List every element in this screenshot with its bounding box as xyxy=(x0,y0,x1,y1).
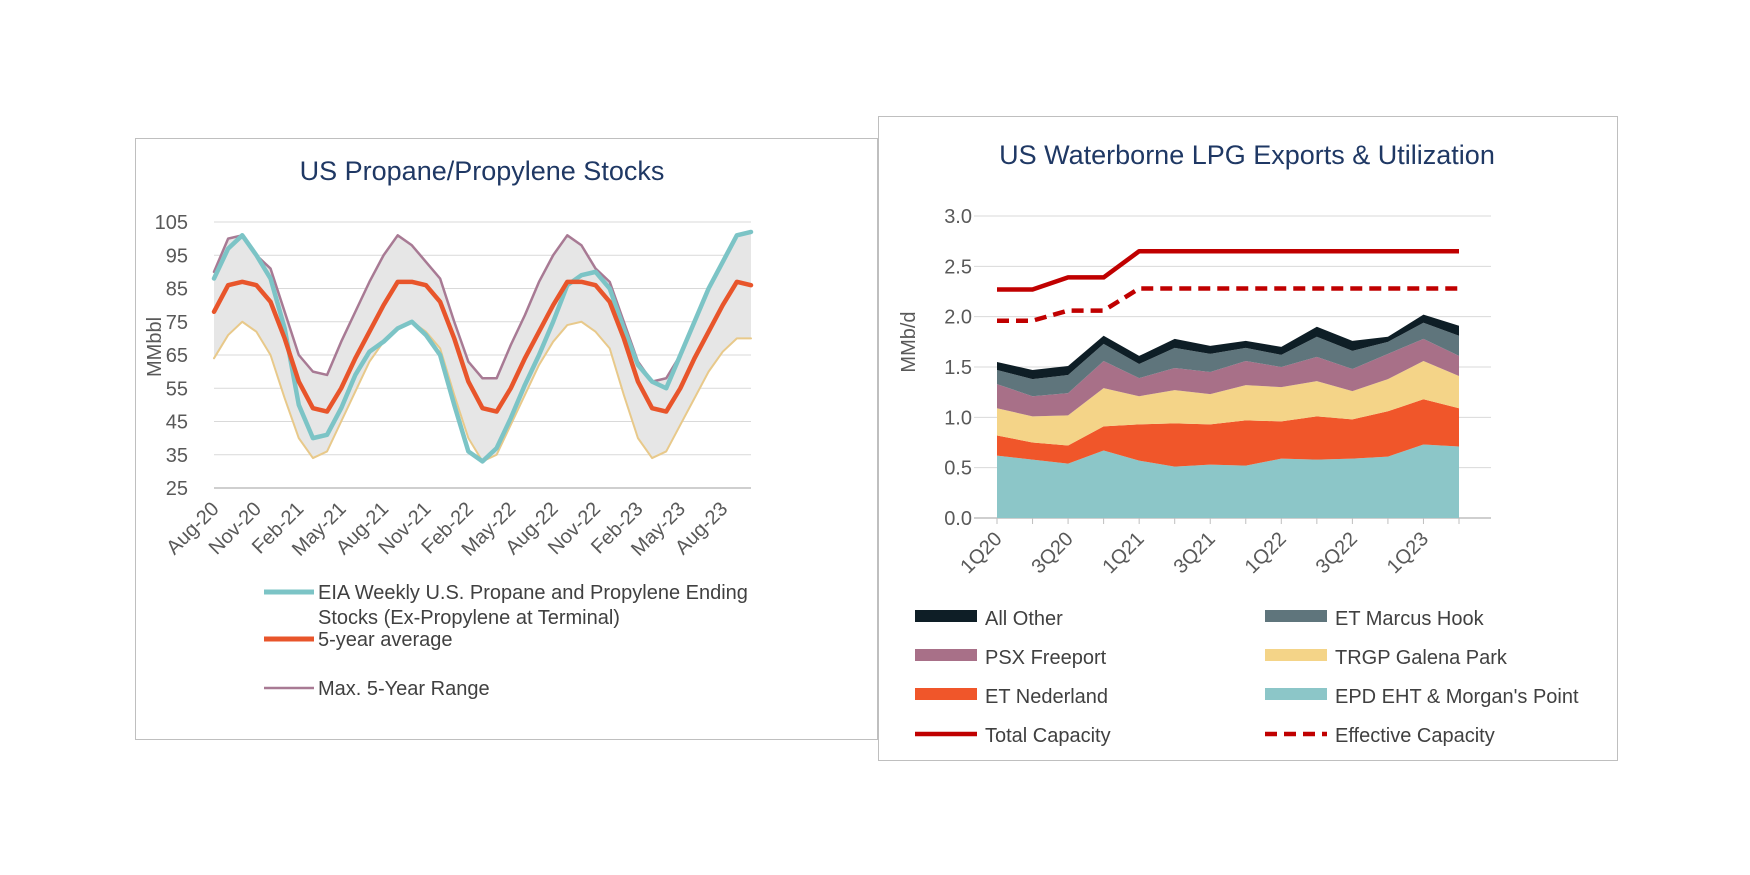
area-all-other xyxy=(997,314,1459,380)
legend-label: Stocks (Ex-Propylene at Terminal) xyxy=(318,607,620,629)
y-tick-label: 1.0 xyxy=(944,407,972,429)
chart-title: US Propane/Propylene Stocks xyxy=(300,156,665,186)
legend-swatch xyxy=(915,649,977,661)
legend-item: ET Marcus Hook xyxy=(1265,608,1485,630)
legend-label: All Other xyxy=(985,608,1063,630)
legend-swatch xyxy=(1265,649,1327,661)
legend-item: ET Nederland xyxy=(915,686,1108,708)
y-tick-label: 65 xyxy=(166,345,188,367)
legend-swatch xyxy=(915,610,977,622)
area-psx-freeport xyxy=(997,338,1459,417)
area-epd xyxy=(997,444,1459,518)
y-tick-label: 1.5 xyxy=(944,357,972,379)
x-tick-label: 1Q23 xyxy=(1383,528,1433,578)
legend-item: 5-year average xyxy=(264,629,453,651)
y-tick-label: 85 xyxy=(166,279,188,301)
x-tick-label: 1Q21 xyxy=(1099,528,1149,578)
effective-capacity-line xyxy=(997,286,1459,323)
y-tick-label: 105 xyxy=(155,212,188,234)
legend-label: 5-year average xyxy=(318,629,453,651)
five-year-average-line xyxy=(211,279,754,414)
y-tick-label: 95 xyxy=(166,245,188,267)
legend-item: EPD EHT & Morgan's Point xyxy=(1265,686,1579,708)
legend-swatch xyxy=(1265,688,1327,700)
propane-stocks-panel: US Propane/Propylene Stocks 105 95 85 75 65 5… xyxy=(135,138,878,740)
legend-label: ET Nederland xyxy=(985,686,1108,708)
five-year-range-fill xyxy=(214,231,751,462)
y-tick-label: 45 xyxy=(166,412,188,434)
x-tick-label: 3Q22 xyxy=(1312,528,1362,578)
y-tick-label: 2.0 xyxy=(944,307,972,329)
legend-label: Effective Capacity xyxy=(1335,725,1495,747)
x-tick-label: 3Q20 xyxy=(1027,528,1077,578)
area-et-nederland xyxy=(997,399,1459,467)
y-tick-label: 25 xyxy=(166,478,188,500)
propane-stocks-chart: US Propane/Propylene Stocks 105 95 85 75 65 5… xyxy=(144,156,754,700)
legend-label: PSX Freeport xyxy=(985,647,1107,669)
legend-item: EIA Weekly U.S. Propane and Propylene En… xyxy=(264,582,748,629)
chart-title: US Waterborne LPG Exports & Utilization xyxy=(999,140,1495,170)
legend-item: TRGP Galena Park xyxy=(1265,647,1508,669)
legend-swatch xyxy=(915,688,977,700)
legend-label: Max. 5-Year Range xyxy=(318,678,490,700)
y-tick-label: 35 xyxy=(166,445,188,467)
y-axis-label: MMb/d xyxy=(898,311,920,372)
legend-item: All Other xyxy=(915,608,1063,630)
y-tick-label: 3.0 xyxy=(944,206,972,228)
legend-item: Total Capacity xyxy=(915,725,1111,747)
legend-label: Total Capacity xyxy=(985,725,1111,747)
legend-label: TRGP Galena Park xyxy=(1335,647,1508,669)
area-et-marcus-hook xyxy=(997,322,1459,397)
y-tick-label: 0.5 xyxy=(944,458,972,480)
legend-label: EIA Weekly U.S. Propane and Propylene En… xyxy=(318,582,748,604)
legend-swatch xyxy=(1265,610,1327,622)
y-tick-label: 0.0 xyxy=(944,508,972,530)
x-tick-label: 3Q21 xyxy=(1170,528,1220,578)
y-tick-label: 55 xyxy=(166,378,188,400)
total-capacity-line xyxy=(997,248,1459,292)
y-tick-label: 2.5 xyxy=(944,256,972,278)
legend-label: EPD EHT & Morgan's Point xyxy=(1335,686,1579,708)
x-tick-label: 1Q20 xyxy=(956,528,1006,578)
max-range-line xyxy=(212,230,753,383)
y-tick-label: 75 xyxy=(166,312,188,334)
lpg-exports-panel: US Waterborne LPG Exports & Utilization … xyxy=(878,116,1618,761)
legend-label: ET Marcus Hook xyxy=(1335,608,1485,630)
area-trgp-galena-park xyxy=(997,360,1459,446)
eia-stocks-line xyxy=(211,229,754,464)
legend-item: PSX Freeport xyxy=(915,647,1107,669)
y-axis-label: MMbbl xyxy=(144,317,166,377)
x-tick-label: 1Q22 xyxy=(1241,528,1291,578)
lpg-exports-chart: US Waterborne LPG Exports & Utilization … xyxy=(898,140,1579,747)
legend-item: Max. 5-Year Range xyxy=(264,678,490,700)
legend-item: Effective Capacity xyxy=(1265,725,1495,747)
